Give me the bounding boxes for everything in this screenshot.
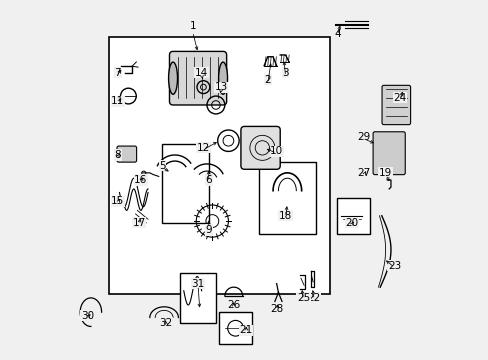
Text: 27: 27 xyxy=(357,168,370,178)
Bar xyxy=(337,198,369,234)
Text: 28: 28 xyxy=(269,303,283,314)
Text: 6: 6 xyxy=(205,175,212,185)
Text: 23: 23 xyxy=(387,261,400,271)
FancyBboxPatch shape xyxy=(169,51,226,105)
Text: 15: 15 xyxy=(111,197,124,206)
Text: 7: 7 xyxy=(114,68,121,78)
Bar xyxy=(258,162,315,234)
Text: 16: 16 xyxy=(134,175,147,185)
Bar xyxy=(219,312,251,344)
Text: 11: 11 xyxy=(111,96,124,107)
Text: 24: 24 xyxy=(392,93,406,103)
Text: 17: 17 xyxy=(132,218,145,228)
Text: 18: 18 xyxy=(278,211,292,221)
Text: 13: 13 xyxy=(214,82,227,92)
Text: 2: 2 xyxy=(264,75,270,85)
Text: 21: 21 xyxy=(239,325,252,335)
Text: 32: 32 xyxy=(159,318,172,328)
Text: 26: 26 xyxy=(227,300,240,310)
Text: 10: 10 xyxy=(269,147,283,157)
Text: 19: 19 xyxy=(378,168,391,178)
Text: 22: 22 xyxy=(307,293,320,303)
Bar xyxy=(180,273,216,323)
FancyBboxPatch shape xyxy=(381,85,410,125)
Text: 4: 4 xyxy=(333,28,340,39)
Text: 8: 8 xyxy=(114,150,121,160)
Text: 3: 3 xyxy=(282,68,288,78)
FancyBboxPatch shape xyxy=(117,146,136,162)
Ellipse shape xyxy=(168,62,177,94)
Text: 29: 29 xyxy=(357,132,370,142)
Text: 5: 5 xyxy=(159,161,165,171)
FancyBboxPatch shape xyxy=(372,132,405,175)
Text: 12: 12 xyxy=(196,143,210,153)
Bar xyxy=(162,144,208,223)
Text: 30: 30 xyxy=(81,311,94,321)
Text: 25: 25 xyxy=(296,293,309,303)
Text: 20: 20 xyxy=(345,218,358,228)
Text: 14: 14 xyxy=(195,68,208,78)
Ellipse shape xyxy=(218,62,227,94)
FancyBboxPatch shape xyxy=(241,126,280,169)
Text: 9: 9 xyxy=(205,225,212,235)
Text: 1: 1 xyxy=(189,21,196,31)
Bar xyxy=(108,37,329,294)
Text: 31: 31 xyxy=(191,279,204,289)
